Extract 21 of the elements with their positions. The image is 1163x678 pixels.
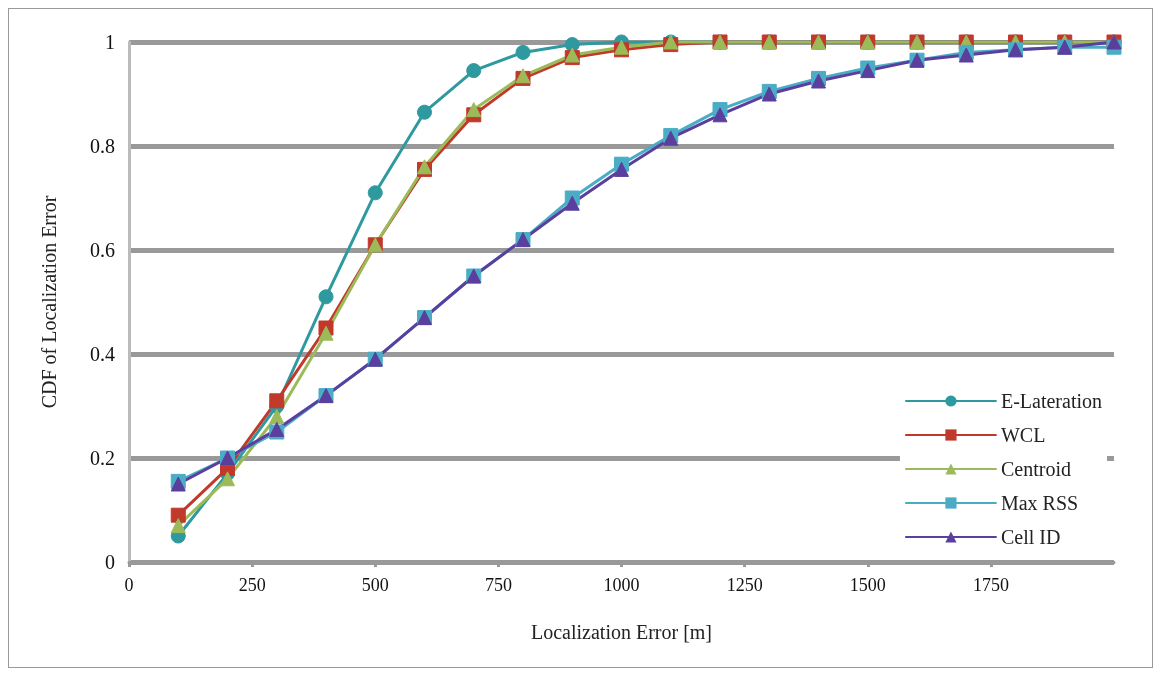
y-tick-label: 0: [105, 551, 115, 573]
x-tick-label: 750: [484, 575, 512, 595]
y-tick-label: 0.8: [90, 135, 115, 157]
legend-label: WCL: [1000, 424, 1046, 446]
legend-label: Cell ID: [1000, 526, 1061, 548]
x-axis-title: Localization Error [m]: [530, 621, 713, 643]
x-tick-label: 1000: [603, 575, 640, 595]
x-tick-label: 0: [124, 575, 134, 595]
legend-label: E-Lateration: [1000, 390, 1103, 412]
x-tick-label: 500: [361, 575, 389, 595]
x-tick-label: 1250: [726, 575, 763, 595]
x-tick-label: 1750: [972, 575, 1009, 595]
y-axis-title: CDF of Localization Error: [38, 195, 60, 409]
y-tick-label: 0.2: [90, 447, 115, 469]
y-tick-label: 1: [105, 31, 115, 53]
y-tick-label: 0.4: [90, 343, 115, 365]
x-tick-label: 250: [238, 575, 266, 595]
legend-label: Centroid: [1000, 458, 1071, 480]
x-tick-label: 1500: [849, 575, 886, 595]
y-tick-label: 0.6: [90, 239, 115, 261]
legend-label: Max RSS: [1000, 492, 1079, 514]
